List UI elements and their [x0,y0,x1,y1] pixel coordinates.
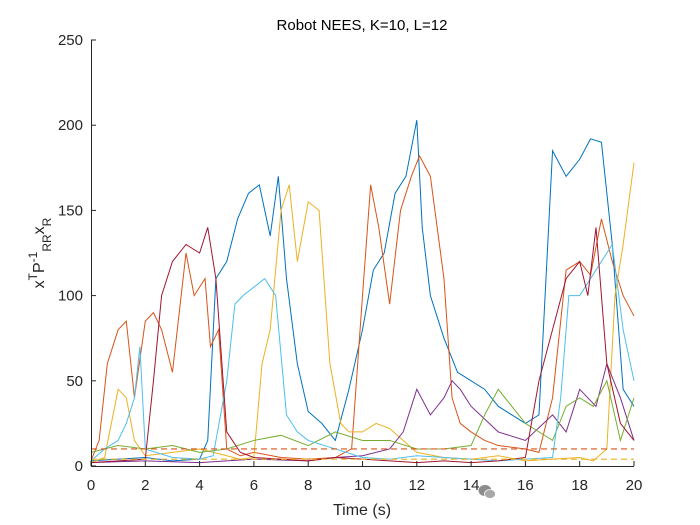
series-line-7 [90,227,635,464]
x-tick-label: 4 [195,477,203,494]
series-line-6 [90,243,635,462]
y-tick-label: 0 [75,458,83,475]
y-tick-label: 100 [58,288,83,305]
y-tick-label: 250 [58,32,83,49]
series-line-4 [90,362,635,464]
x-tick-label: 16 [517,477,534,494]
axes [91,40,634,467]
y-tick-label: 200 [58,117,83,134]
watermark [478,484,496,500]
series-line-3 [90,162,635,464]
x-axis-label: Time (s) [333,502,391,519]
y-tick-label: 150 [58,202,83,219]
x-tick-label: 12 [408,477,425,494]
series-line-2 [90,154,635,462]
x-tick-label: 2 [141,477,149,494]
x-tick-label: 6 [250,477,258,494]
y-ticks: 0 50 100 150 200 250 [58,32,96,475]
x-tick-label: 8 [304,477,312,494]
x-tick-label: 10 [354,477,371,494]
svg-text:xTP-1RRxR: xTP-1RRxR [26,217,54,288]
y-tick-label: 50 [66,373,83,390]
chart-title: Robot NEES, K=10, L=12 [277,17,448,34]
plot-area [90,119,635,464]
x-ticks: 0 2 4 6 8 10 12 14 16 18 20 [87,461,643,494]
x-tick-label: 18 [571,477,588,494]
x-tick-label: 14 [463,477,480,494]
x-tick-label: 0 [87,477,95,494]
y-axis-label: xTP-1RRxR [26,217,54,288]
series-line-1 [90,119,635,462]
series-line-5 [90,379,635,453]
wechat-icon [478,485,496,499]
x-tick-label: 20 [626,477,643,494]
